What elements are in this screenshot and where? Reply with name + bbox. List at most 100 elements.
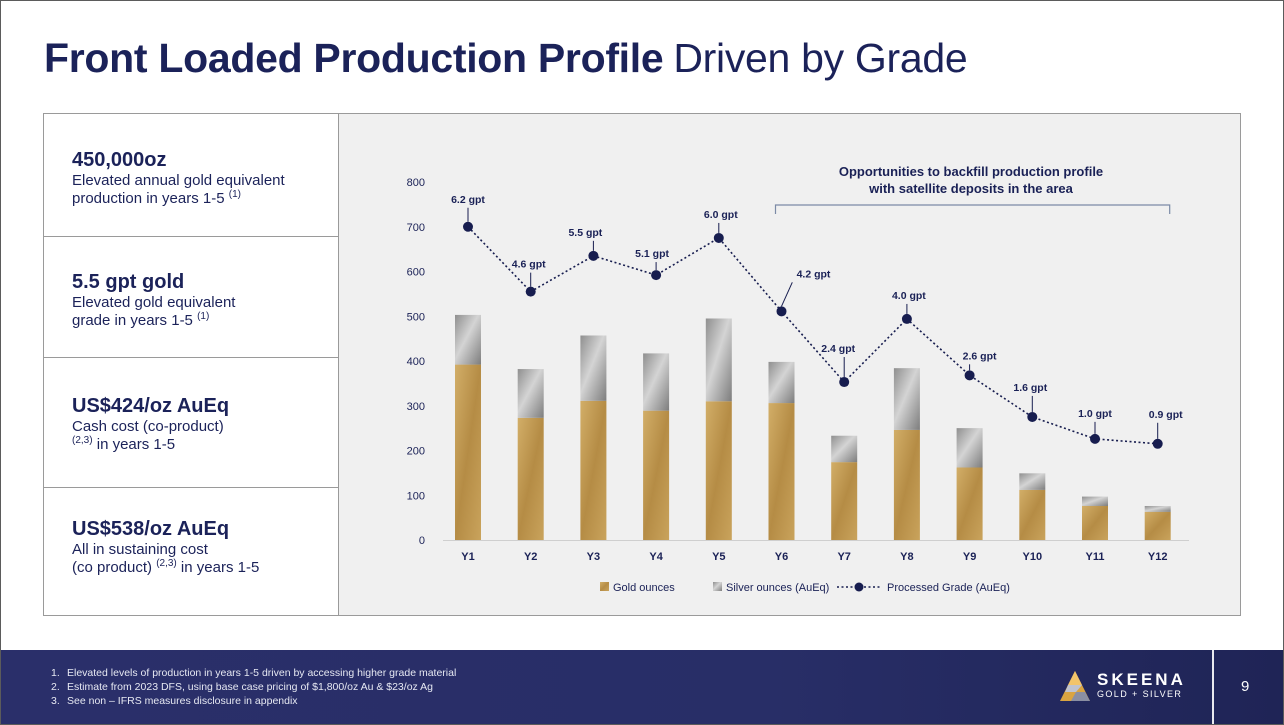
silver-bar [893, 368, 920, 430]
silver-bar [517, 369, 544, 418]
gold-bar [517, 417, 544, 540]
metric-desc-text: in years 1-5 [92, 436, 176, 453]
metric-desc-2: (co product) (2,3) in years 1-5 [72, 559, 338, 577]
grade-label: 2.6 gpt [963, 350, 997, 362]
y-tick-label: 700 [407, 222, 425, 234]
footnotes: 1. Elevated levels of production in years… [51, 666, 456, 708]
grade-label: 6.2 gpt [451, 194, 485, 206]
footnote-ref: (2,3) [156, 558, 177, 569]
grade-point [901, 313, 912, 324]
y-tick-label: 300 [407, 401, 425, 413]
x-tick-label: Y4 [649, 551, 663, 563]
x-tick-label: Y5 [712, 551, 725, 563]
grade-line [467, 226, 1158, 445]
grade-label: 0.9 gpt [1149, 409, 1183, 421]
legend-swatch-silver [713, 582, 722, 591]
grade-point [1152, 438, 1163, 449]
legend-marker-grade [854, 582, 864, 592]
grade-label: 5.1 gpt [635, 248, 669, 260]
title-bold: Front Loaded Production Profile [44, 35, 664, 81]
gold-bar [768, 403, 795, 540]
page-number: 9 [1241, 678, 1250, 695]
gold-bar [831, 462, 858, 540]
grade-point [713, 232, 724, 243]
grade-point [463, 221, 473, 232]
silver-bar [643, 353, 670, 411]
metric-desc-1: All in sustaining cost [72, 541, 208, 558]
silver-bar [580, 335, 607, 401]
silver-bar [1144, 505, 1171, 512]
metric-desc-2: grade in years 1-5 (1) [72, 312, 338, 330]
legend-label: Gold ounces [613, 582, 675, 594]
grade-point [839, 377, 850, 388]
grade-point [776, 306, 787, 317]
footnote-ref: (1) [228, 189, 241, 200]
grade-point [1027, 411, 1038, 422]
metric-value: US$538/oz AuEq [72, 518, 230, 540]
gold-bar [1082, 505, 1108, 540]
grade-label: 4.6 gpt [512, 259, 546, 271]
footnote-ref: (1) [197, 311, 210, 322]
page-title: Front Loaded Production Profile Driven by… [44, 34, 968, 82]
gold-bar [1019, 489, 1046, 540]
grade-point [651, 270, 662, 281]
y-tick-label: 800 [407, 177, 425, 189]
grade-label: 4.0 gpt [892, 290, 926, 302]
metric-cash-cost: US$424/oz AuEq Cash cost (co-product) (2… [44, 358, 338, 488]
legend-label: Silver ounces (AuEq) [726, 582, 829, 594]
footnote-text: Estimate from 2023 DFS, using base case … [67, 681, 433, 693]
metric-grade: 5.5 gpt gold Elevated gold equivalent gr… [44, 237, 338, 358]
grade-label: 4.2 gpt [797, 268, 831, 280]
y-tick-label: 200 [407, 446, 425, 458]
metric-desc-2: production in years 1-5 (1) [72, 190, 338, 208]
grade-point [1090, 433, 1100, 444]
metric-desc-text: grade in years 1-5 [72, 312, 198, 329]
silver-bar [956, 428, 983, 468]
x-tick-label: Y8 [900, 551, 913, 563]
metric-desc-1: Cash cost (co-product) [72, 418, 224, 435]
grade-point [964, 370, 975, 381]
footnote-text: See non – IFRS measures disclosure in ap… [67, 695, 298, 707]
x-tick-label: Y11 [1086, 551, 1105, 563]
silver-bar [705, 318, 732, 402]
silver-bar [1082, 496, 1108, 506]
silver-bar [1019, 473, 1046, 490]
annotation-line-1: Opportunities to backfill production pro… [839, 164, 1103, 179]
y-tick-label: 100 [407, 490, 425, 502]
gold-bar [580, 400, 607, 540]
silver-bar [831, 435, 858, 463]
grade-label: 1.0 gpt [1078, 408, 1112, 420]
grade-leader [781, 282, 793, 307]
gold-bar [893, 429, 920, 540]
x-tick-label: Y1 [461, 551, 474, 563]
footnote-ref: (2,3) [72, 435, 93, 446]
logo-wordmark: SKEENA [1097, 670, 1186, 689]
gold-bar [956, 467, 983, 540]
metric-desc-1: Elevated gold equivalent [72, 294, 236, 311]
gold-bar [455, 364, 481, 540]
legend-label: Processed Grade (AuEq) [887, 582, 1010, 594]
title-normal: Driven by Grade [673, 35, 968, 81]
grade-label: 1.6 gpt [1013, 382, 1047, 394]
x-tick-label: Y2 [524, 551, 537, 563]
x-tick-label: Y7 [837, 551, 850, 563]
footnote-item: 2. Estimate from 2023 DFS, using base cas… [51, 681, 433, 693]
company-logo: SKEENA GOLD + SILVER [1059, 668, 1199, 708]
metric-value: 450,000oz [72, 149, 167, 171]
metric-production: 450,000oz Elevated annual gold equivalen… [44, 114, 338, 237]
footer-divider [1212, 650, 1214, 724]
x-tick-label: Y3 [587, 551, 600, 563]
grade-label: 6.0 gpt [704, 209, 738, 221]
grade-label: 5.5 gpt [568, 227, 602, 239]
y-tick-label: 500 [407, 311, 425, 323]
footnote-item: 1. Elevated levels of production in years… [51, 667, 457, 679]
y-tick-label: 600 [407, 267, 425, 279]
metric-aisc: US$538/oz AuEq All in sustaining cost (c… [44, 488, 338, 616]
silver-bar [455, 314, 481, 365]
logo-tagline: GOLD + SILVER [1097, 689, 1183, 699]
metric-value: 5.5 gpt gold [72, 271, 185, 293]
x-tick-label: Y10 [1023, 551, 1043, 563]
x-tick-label: Y9 [963, 551, 976, 563]
metric-desc-2: (2,3) in years 1-5 [72, 436, 338, 454]
x-tick-label: Y6 [775, 551, 788, 563]
